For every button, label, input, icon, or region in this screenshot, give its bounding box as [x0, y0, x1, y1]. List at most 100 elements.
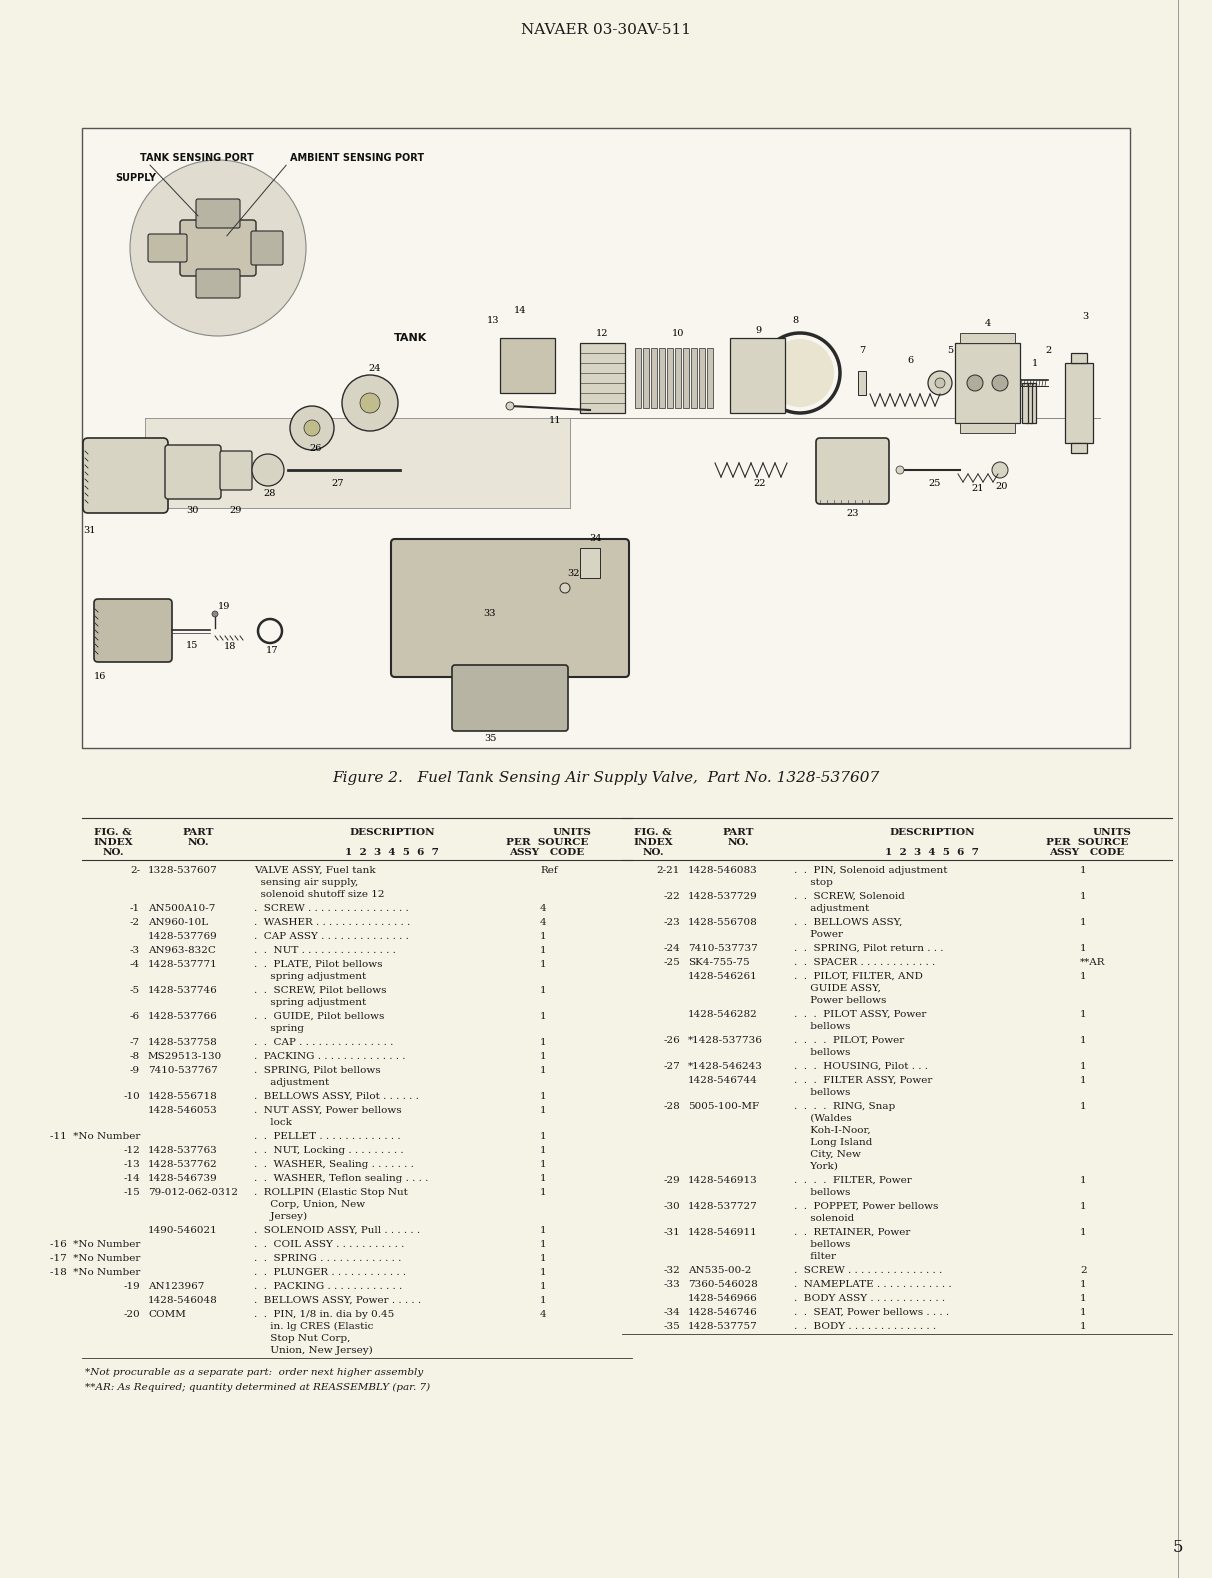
Text: PART: PART — [182, 828, 213, 836]
Text: 27: 27 — [332, 478, 344, 488]
Text: .  .  NUT . . . . . . . . . . . . . . .: . . NUT . . . . . . . . . . . . . . . — [255, 945, 396, 955]
Text: 1428-556708: 1428-556708 — [688, 918, 758, 926]
Text: 26: 26 — [310, 443, 322, 453]
Text: 20: 20 — [996, 481, 1008, 491]
Circle shape — [505, 402, 514, 410]
Text: 19: 19 — [218, 601, 230, 611]
Text: 1: 1 — [541, 933, 547, 940]
Text: 1428-546913: 1428-546913 — [688, 1176, 758, 1185]
Text: 1: 1 — [541, 1174, 547, 1184]
FancyBboxPatch shape — [82, 439, 168, 513]
Text: 1428-537758: 1428-537758 — [148, 1038, 218, 1046]
Text: ASSY   CODE: ASSY CODE — [509, 847, 584, 857]
Text: 1: 1 — [1080, 944, 1087, 953]
Text: AN960-10L: AN960-10L — [148, 918, 208, 926]
Text: DESCRIPTION: DESCRIPTION — [890, 828, 974, 836]
Bar — [581, 342, 625, 413]
Circle shape — [560, 582, 570, 593]
Text: 4: 4 — [985, 319, 991, 328]
Text: .  .  WASHER, Teflon sealing . . . .: . . WASHER, Teflon sealing . . . . — [255, 1174, 428, 1184]
Text: .  .  PIN, 1/8 in. dia by 0.45: . . PIN, 1/8 in. dia by 0.45 — [255, 1310, 394, 1319]
Text: AMBIENT SENSING PORT: AMBIENT SENSING PORT — [290, 153, 424, 163]
Bar — [684, 349, 688, 409]
Bar — [960, 423, 1014, 432]
Text: .  .  BELLOWS ASSY,: . . BELLOWS ASSY, — [794, 918, 903, 926]
Text: 1: 1 — [1080, 1280, 1087, 1289]
Text: 9: 9 — [755, 325, 761, 335]
Text: **AR: As Required; quantity determined at REASSEMBLY (par. 7): **AR: As Required; quantity determined a… — [85, 1382, 430, 1392]
Text: 1428-537757: 1428-537757 — [688, 1322, 758, 1330]
Text: .  SCREW . . . . . . . . . . . . . . . .: . SCREW . . . . . . . . . . . . . . . . — [255, 904, 408, 914]
Text: PART: PART — [722, 828, 754, 836]
Text: .  BODY ASSY . . . . . . . . . . . .: . BODY ASSY . . . . . . . . . . . . — [794, 1294, 945, 1303]
Text: -3: -3 — [130, 945, 141, 955]
Circle shape — [928, 371, 951, 394]
Text: PER  SOURCE: PER SOURCE — [505, 838, 588, 847]
Text: 5: 5 — [1173, 1540, 1183, 1556]
Text: 7410-537737: 7410-537737 — [688, 944, 758, 953]
Text: 1328-537607: 1328-537607 — [148, 866, 218, 874]
Text: 1: 1 — [541, 1188, 547, 1198]
Text: 1428-537769: 1428-537769 — [148, 933, 218, 940]
FancyBboxPatch shape — [148, 234, 187, 262]
Text: -9: -9 — [130, 1067, 141, 1075]
Bar — [581, 548, 600, 578]
Text: stop: stop — [794, 877, 833, 887]
Text: .  WASHER . . . . . . . . . . . . . . .: . WASHER . . . . . . . . . . . . . . . — [255, 918, 410, 926]
Text: 7360-546028: 7360-546028 — [688, 1280, 758, 1289]
Text: -11  *No Number: -11 *No Number — [50, 1131, 141, 1141]
Text: UNITS: UNITS — [1092, 828, 1132, 836]
Text: 1: 1 — [541, 986, 547, 996]
Text: TANK: TANK — [394, 333, 427, 342]
Text: 7410-537767: 7410-537767 — [148, 1067, 218, 1075]
Text: 1428-546966: 1428-546966 — [688, 1294, 758, 1303]
Text: 21: 21 — [972, 483, 984, 492]
Text: .  .  PIN, Solenoid adjustment: . . PIN, Solenoid adjustment — [794, 866, 948, 874]
Text: TANK SENSING PORT: TANK SENSING PORT — [141, 153, 253, 163]
Text: spring adjustment: spring adjustment — [255, 997, 366, 1007]
Text: 1428-546739: 1428-546739 — [148, 1174, 218, 1184]
Circle shape — [342, 376, 398, 431]
Text: Union, New Jersey): Union, New Jersey) — [255, 1346, 373, 1356]
Text: .  .  SEAT, Power bellows . . . .: . . SEAT, Power bellows . . . . — [794, 1308, 949, 1318]
Text: *1428-537736: *1428-537736 — [688, 1037, 762, 1045]
Text: NO.: NO. — [727, 838, 749, 847]
Text: 1428-537727: 1428-537727 — [688, 1202, 758, 1210]
Text: 1: 1 — [1080, 866, 1087, 874]
Text: .  .  .  PILOT ASSY, Power: . . . PILOT ASSY, Power — [794, 1010, 926, 1019]
Bar — [667, 349, 673, 409]
Text: .  SPRING, Pilot bellows: . SPRING, Pilot bellows — [255, 1067, 381, 1075]
Text: 1428-546048: 1428-546048 — [148, 1296, 218, 1305]
Text: bellows: bellows — [794, 1048, 851, 1057]
Text: -24: -24 — [663, 944, 680, 953]
Text: 33: 33 — [484, 609, 496, 617]
Text: .  .  RETAINER, Power: . . RETAINER, Power — [794, 1228, 910, 1237]
Text: *Not procurable as a separate part:  order next higher assembly: *Not procurable as a separate part: orde… — [85, 1368, 423, 1378]
Text: .  NUT ASSY, Power bellows: . NUT ASSY, Power bellows — [255, 1106, 401, 1116]
Text: 1428-537766: 1428-537766 — [148, 1011, 218, 1021]
Text: NO.: NO. — [102, 847, 124, 857]
Text: -13: -13 — [124, 1160, 141, 1169]
Text: -34: -34 — [663, 1308, 680, 1318]
Text: -2: -2 — [130, 918, 141, 926]
Text: .  CAP ASSY . . . . . . . . . . . . . .: . CAP ASSY . . . . . . . . . . . . . . — [255, 933, 408, 940]
Text: .  .  .  FILTER ASSY, Power: . . . FILTER ASSY, Power — [794, 1076, 932, 1086]
Text: -16  *No Number: -16 *No Number — [50, 1240, 141, 1250]
Text: VALVE ASSY, Fuel tank: VALVE ASSY, Fuel tank — [255, 866, 376, 874]
Text: -28: -28 — [663, 1101, 680, 1111]
Text: NO.: NO. — [187, 838, 208, 847]
Bar — [1022, 383, 1028, 423]
Text: 13: 13 — [487, 316, 499, 325]
Text: .  .  PILOT, FILTER, AND: . . PILOT, FILTER, AND — [794, 972, 922, 982]
Text: 1428-537771: 1428-537771 — [148, 959, 218, 969]
Text: spring adjustment: spring adjustment — [255, 972, 366, 982]
Text: 30: 30 — [185, 505, 199, 514]
Text: 18: 18 — [224, 642, 236, 650]
Bar — [501, 338, 555, 393]
Text: PER  SOURCE: PER SOURCE — [1046, 838, 1128, 847]
Text: Corp, Union, New: Corp, Union, New — [255, 1199, 365, 1209]
Text: 6: 6 — [907, 355, 913, 365]
Text: 1: 1 — [1080, 1294, 1087, 1303]
Text: 1428-546053: 1428-546053 — [148, 1106, 218, 1116]
Bar — [691, 349, 697, 409]
